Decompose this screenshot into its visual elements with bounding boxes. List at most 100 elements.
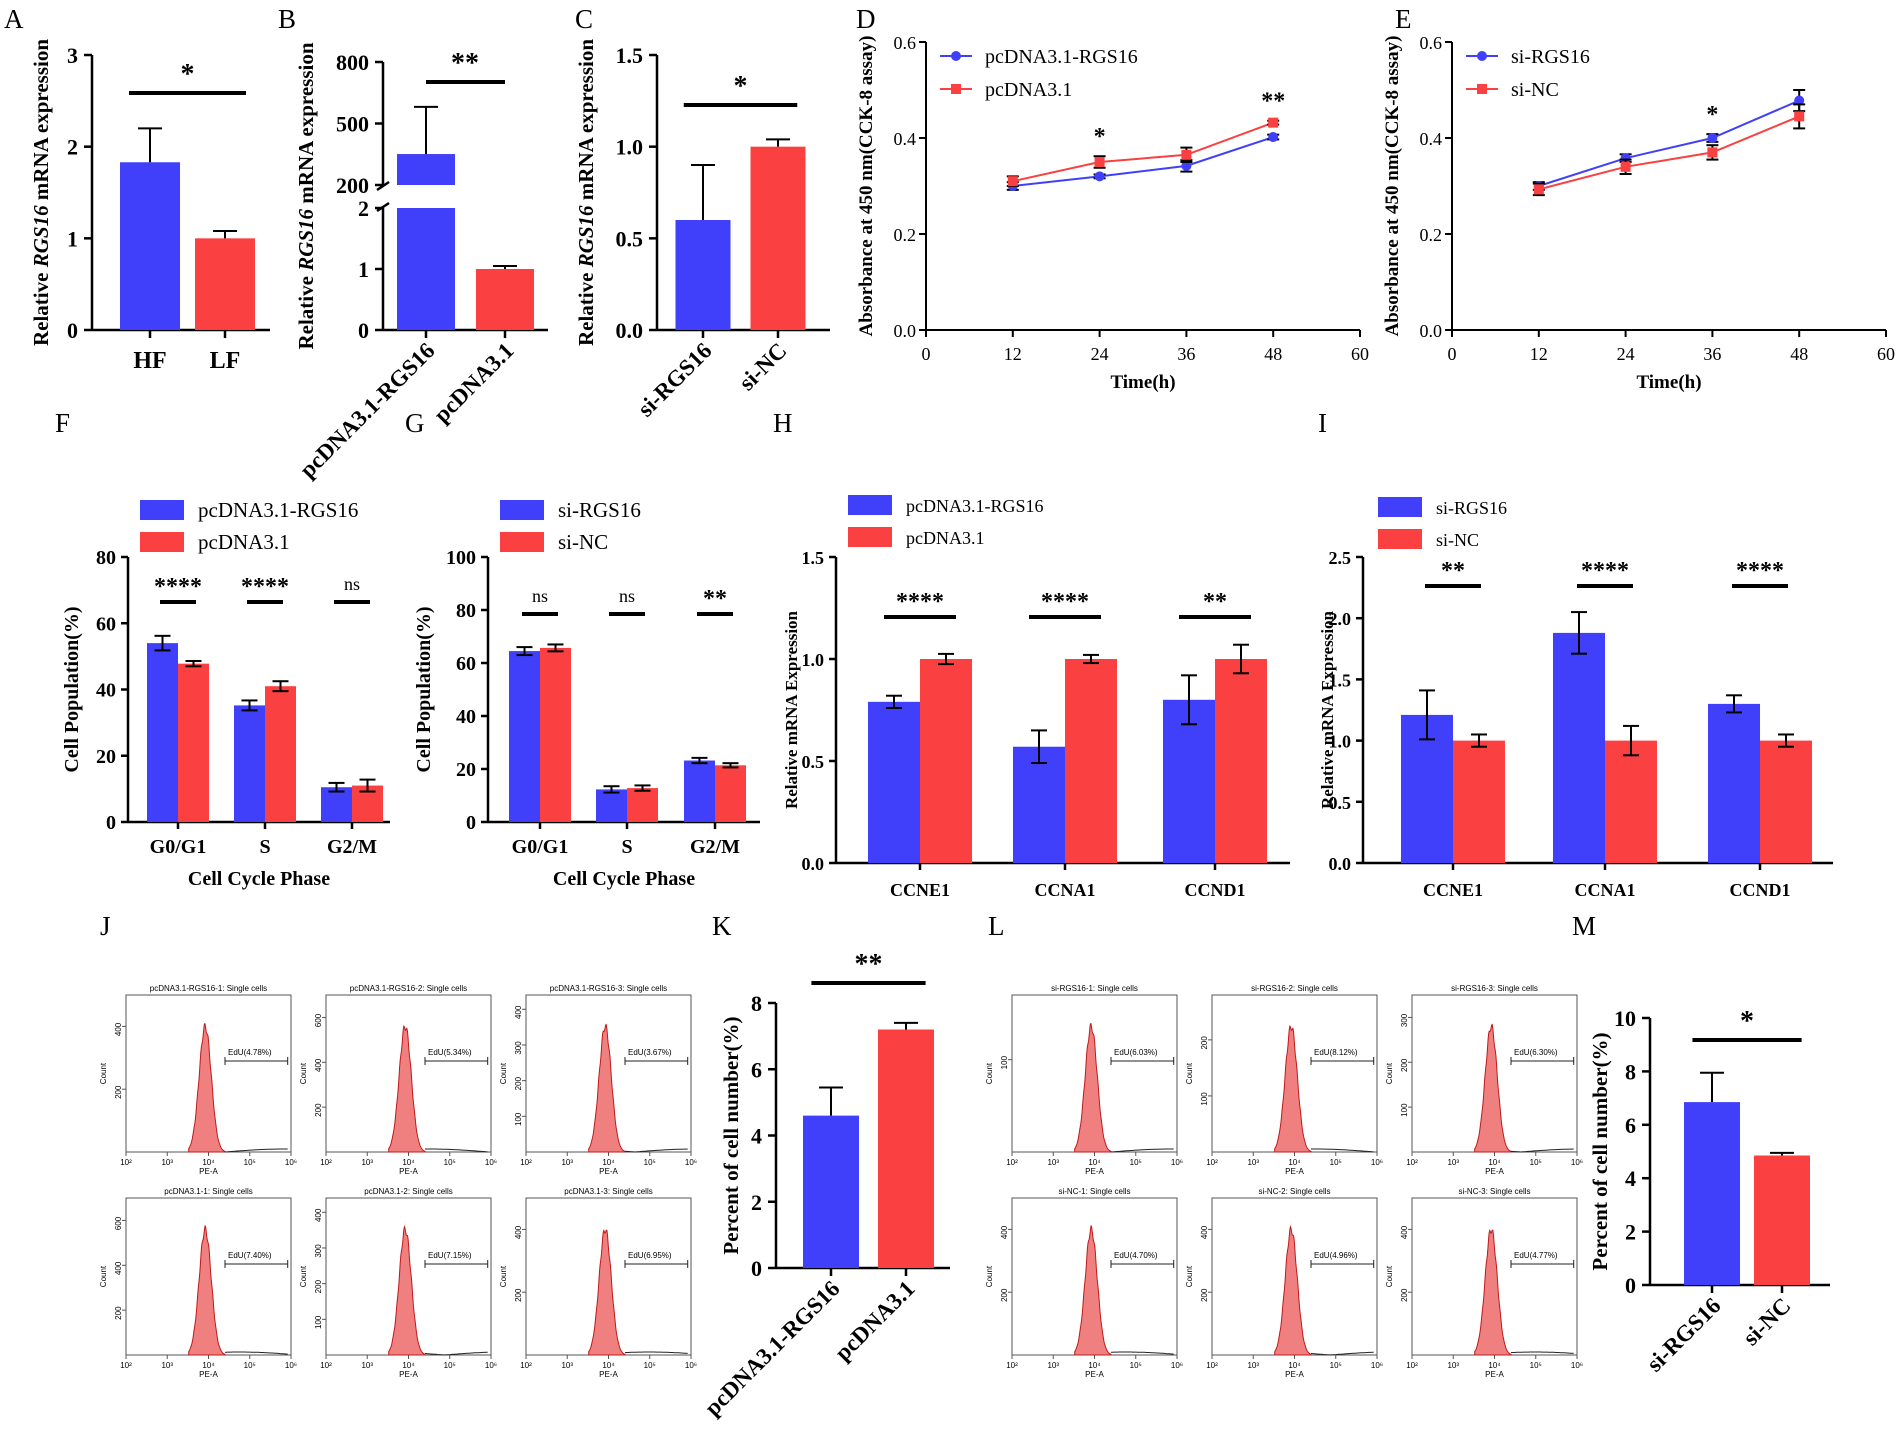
panel-L-flow-plot-5-x-tick-label: 10³: [1247, 1361, 1259, 1370]
panel-E-y-tick-label: 0.2: [1420, 225, 1443, 245]
panel-J-flow-plot-4-x-tick-label: 10⁵: [244, 1361, 256, 1370]
panel-L-flow-plot-1-x-tick-label: 10²: [1006, 1158, 1018, 1167]
panel-C-y-axis-title-part: mRNA expression: [574, 39, 598, 206]
panel-J-flow-plot-4-x-axis-title: PE-A: [199, 1370, 218, 1379]
panel-L-flow-plot-1-title: si-RGS16-1: Single cells: [1051, 984, 1138, 993]
panel-L-flow-plot-5-y-tick-label: 400: [1200, 1225, 1209, 1239]
panel-F-significance-label: ****: [241, 574, 289, 600]
panel-J-flow-plot-4-gate-label: EdU(7.40%): [228, 1251, 272, 1260]
panel-K-category-label: pcDNA3.1-RGS16: [700, 1276, 845, 1421]
panel-G-y-tick-label: 20: [456, 759, 476, 781]
panel-J-flow-plot-5-y-axis-title: Count: [299, 1265, 308, 1287]
panel-J-flow-plot-2-x-tick-label: 10³: [361, 1158, 373, 1167]
panel-I-bar: [1553, 632, 1605, 863]
panel-C-category-label: si-RGS16: [633, 338, 717, 422]
panel-G-bar: [684, 760, 715, 822]
panel-G-y-tick-label: 60: [456, 653, 476, 675]
panel-L-flow-plot-2-x-tick-label: 10⁶: [1371, 1158, 1383, 1167]
panel-label-B: B: [278, 4, 296, 34]
panel-J-flow-plot-4-x-tick-label: 10⁶: [285, 1361, 297, 1370]
panel-H-legend-label: pcDNA3.1: [906, 528, 985, 548]
panel-L-flow-plot-2-histogram: [1274, 1025, 1312, 1153]
panel-H-bar: [1215, 659, 1267, 863]
panel-D-annotation: **: [1261, 89, 1285, 115]
panel-G-bar: [596, 789, 627, 822]
panel-H-y-axis-title: Relative mRNA Expression: [782, 610, 801, 809]
panel-J-flow-plot-4-tail: [225, 1351, 288, 1355]
panel-J-flow-plot-5-x-tick-label: 10⁵: [444, 1361, 456, 1370]
panel-label-A: A: [4, 4, 24, 34]
panel-J-flow-plot-1-gate-label: EdU(4.78%): [228, 1048, 272, 1057]
panel-G-legend-swatch: [500, 500, 544, 520]
panel-G-bar: [509, 651, 540, 822]
panel-L-flow-plot-6-y-tick-label: 200: [1400, 1288, 1409, 1302]
panel-E-legend-marker: [1477, 84, 1487, 94]
panel-M-significance-label: *: [1740, 1006, 1754, 1037]
panel-F-y-tick-label: 40: [96, 680, 116, 702]
panel-I-y-tick-label: 2.0: [1329, 609, 1352, 629]
panel-D-y-tick-label: 0.6: [894, 33, 917, 53]
panel-L-flow-plot-1-x-tick-label: 10⁴: [1088, 1158, 1101, 1167]
panel-H-bar: [920, 659, 972, 863]
panel-label-M: M: [1572, 911, 1596, 941]
panel-D-legend-marker: [951, 84, 961, 94]
panel-J-flow-plot-5-x-axis-title: PE-A: [399, 1370, 418, 1379]
panel-J-flow-plot-3-x-tick-label: 10⁴: [602, 1158, 615, 1167]
panel-I-legend-swatch: [1378, 529, 1422, 549]
panel-J-flow-plot-5-histogram: [388, 1225, 426, 1356]
panel-L-flow-plot-2-y-tick-label: 100: [1200, 1092, 1209, 1106]
panel-G-y-axis-title: Cell Population(%): [413, 606, 435, 772]
panel-J-flow-plot-1-x-tick-label: 10⁴: [202, 1158, 215, 1167]
panel-H-category-label: CCNA1: [1035, 880, 1096, 900]
panel-I-bar: [1605, 740, 1657, 863]
panel-L-flow-plot-4-x-tick-label: 10⁵: [1130, 1361, 1142, 1370]
panel-E-point: [1533, 184, 1544, 195]
panel-I-significance-label: ****: [1581, 558, 1629, 584]
panel-J-flow-plot-2-histogram: [388, 1025, 426, 1153]
panel-J-flow-plot-5-tail: [424, 1351, 488, 1356]
panel-E-point: [1620, 153, 1631, 164]
panel-L-flow-plot-6-y-axis-title: Count: [1385, 1265, 1394, 1287]
panel-H-y-tick-label: 0.5: [802, 752, 825, 772]
panel-E-y-tick-label: 0.0: [1420, 321, 1443, 341]
panel-M-y-axis-title: Percent of cell number(%): [1588, 1032, 1612, 1270]
panel-C-significance-label: *: [734, 71, 748, 102]
panel-B-y-tick-label: 500: [336, 112, 369, 137]
panel-L-flow-plot-5-x-tick-label: 10⁵: [1330, 1361, 1342, 1370]
panel-F-legend-label: pcDNA3.1: [198, 530, 290, 554]
panel-A-bar-1: [120, 162, 180, 330]
panel-L-flow-plot-6-x-tick-label: 10⁶: [1571, 1361, 1583, 1370]
panel-L-flow-plot-1-x-tick-label: 10³: [1047, 1158, 1059, 1167]
panel-J-flow-plot-3-tail: [624, 1148, 688, 1153]
panel-J-flow-plot-2-x-tick-label: 10²: [320, 1158, 332, 1167]
panel-F-legend-swatch: [140, 500, 184, 520]
panel-L-flow-plot-3-y-tick-label: 300: [1400, 1013, 1409, 1027]
panel-J-flow-plot-2-x-tick-label: 10⁶: [485, 1158, 497, 1167]
panel-E-point: [1794, 111, 1805, 122]
panel-F-y-tick-label: 20: [96, 746, 116, 768]
panel-G-x-axis-title: Cell Cycle Phase: [553, 868, 695, 890]
panel-A-category-label: HF: [133, 348, 166, 374]
panel-D-point: [1094, 171, 1105, 182]
panel-L-flow-plot-4-histogram: [1074, 1224, 1112, 1356]
panel-J-flow-plot-2-y-tick-label: 600: [314, 1013, 323, 1027]
panel-I-legend-swatch: [1378, 497, 1422, 517]
panel-L-flow-plot-6-x-axis-title: PE-A: [1485, 1370, 1504, 1379]
panel-J-flow-plot-1-tail: [224, 1148, 288, 1153]
panel-B-category-label: pcDNA3.1: [429, 338, 519, 428]
panel-L-flow-plot-3-y-tick-label: 100: [1400, 1103, 1409, 1117]
panel-G-bar: [540, 647, 571, 822]
panel-L-flow-plot-2-x-tick-label: 10⁴: [1288, 1158, 1301, 1167]
panel-G-y-tick-label: 80: [456, 600, 476, 622]
panel-K-y-tick-label: 6: [751, 1057, 762, 1082]
panel-C-y-axis-title-part: RGS16: [574, 205, 598, 268]
panel-E-y-tick-label: 0.6: [1420, 33, 1443, 53]
panel-J-flow-plot-5-y-tick-label: 300: [314, 1244, 323, 1258]
panel-L-flow-plot-2-gate-label: EdU(8.12%): [1314, 1048, 1358, 1057]
panel-J-flow-plot-3-histogram: [588, 1023, 626, 1153]
panel-J-flow-plot-1-y-tick-label: 200: [114, 1085, 123, 1099]
panel-L-flow-plot-2-x-tick-label: 10³: [1247, 1158, 1259, 1167]
panel-D-point: [1094, 157, 1105, 167]
panel-J-flow-plot-2-x-tick-label: 10⁴: [402, 1158, 415, 1167]
